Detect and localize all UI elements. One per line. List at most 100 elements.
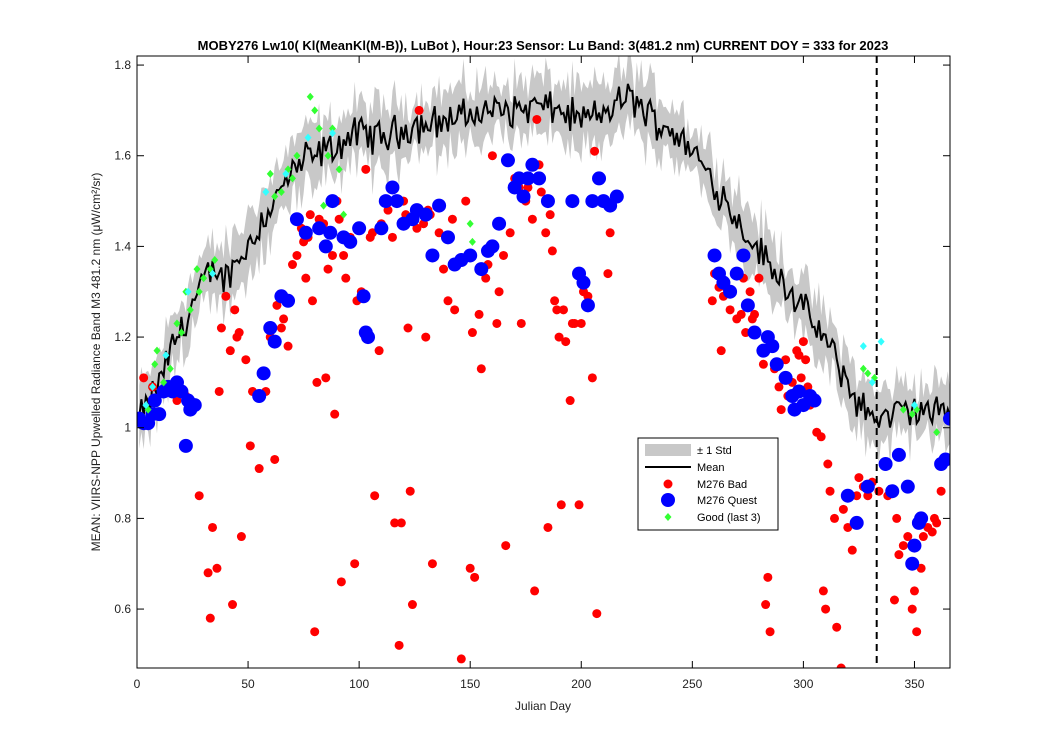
quest-point (609, 189, 624, 204)
bad-point (414, 105, 424, 115)
bad-point (716, 346, 726, 356)
bad-point (476, 364, 486, 374)
bad-point (254, 464, 264, 474)
bad-point (863, 491, 873, 501)
bad-point (590, 146, 600, 156)
bad-point (821, 604, 831, 614)
bad-point (852, 491, 862, 501)
quest-point (707, 248, 722, 263)
quest-point (425, 248, 440, 263)
good-point (877, 337, 885, 346)
bad-point (465, 563, 475, 573)
bad-point (587, 373, 597, 383)
bad-point (456, 654, 466, 664)
quest-point (885, 484, 900, 499)
legend-mean-label: Mean (697, 462, 725, 474)
quest-point (325, 194, 340, 209)
quest-point (252, 389, 267, 403)
legend-quest-swatch (661, 493, 675, 507)
good-point (324, 151, 332, 160)
quest-point (532, 171, 547, 186)
quest-point (374, 221, 389, 236)
bad-point (439, 264, 449, 274)
quest-point (565, 194, 580, 209)
bad-point (394, 640, 404, 650)
quest-point (474, 262, 489, 277)
good-point (288, 174, 296, 183)
bad-point (838, 504, 848, 514)
bad-point (592, 609, 602, 619)
bad-point (565, 396, 575, 406)
quest-point (492, 216, 507, 231)
bad-point (396, 518, 406, 528)
legend-bad-swatch (663, 479, 673, 489)
bad-point (725, 305, 735, 315)
bad-point (499, 250, 509, 260)
quest-point (318, 239, 333, 254)
bad-point (203, 568, 213, 578)
y-tick-label: 1.4 (114, 239, 131, 253)
bad-point (583, 291, 593, 301)
quest-point (778, 370, 793, 385)
bad-point (221, 291, 231, 301)
bad-point (736, 309, 746, 319)
quest-point (312, 221, 327, 236)
y-tick-label: 1.6 (114, 149, 131, 163)
bad-point (832, 622, 842, 632)
quest-point (540, 194, 555, 209)
quest-point (418, 207, 433, 222)
good-point (177, 328, 185, 337)
quest-point (938, 452, 950, 467)
good-point (262, 188, 270, 196)
quest-point (343, 234, 358, 249)
bad-point (527, 214, 537, 224)
quest-point (263, 321, 278, 335)
quest-point (907, 538, 922, 553)
bad-point (745, 287, 755, 297)
bad-point (212, 563, 222, 573)
good-point (271, 192, 279, 201)
bad-point (241, 355, 251, 365)
bad-point (336, 577, 346, 587)
quest-point (500, 153, 515, 168)
quest-point (747, 325, 762, 340)
bad-point (818, 586, 828, 596)
bad-point (330, 409, 340, 419)
quest-point (463, 248, 478, 263)
bad-point (754, 273, 764, 283)
quest-point (905, 556, 920, 571)
data-layer (137, 56, 950, 668)
bad-point (912, 627, 922, 637)
good-points-group (142, 92, 941, 437)
bad-point (270, 454, 280, 464)
quest-point (352, 221, 367, 236)
good-point (335, 165, 343, 174)
bad-point (230, 305, 240, 315)
bad-point (801, 355, 811, 365)
quest-point (152, 407, 167, 422)
good-point (315, 124, 323, 133)
plot-frame (136, 55, 951, 669)
y-tick-label: 1.8 (114, 58, 131, 72)
quest-point (769, 357, 784, 372)
bad-point (310, 627, 320, 637)
good-point (266, 169, 274, 178)
bad-point (474, 309, 484, 319)
quest-point (791, 384, 806, 399)
bad-point (214, 386, 224, 396)
y-tick-label: 0.8 (114, 511, 131, 525)
x-tick-label: 350 (904, 677, 924, 691)
good-point (908, 410, 916, 419)
bad-point (603, 269, 613, 279)
quest-point (298, 225, 313, 240)
quest-point (323, 225, 338, 240)
bad-point (894, 550, 904, 560)
bad-point (405, 486, 415, 496)
bad-point (816, 432, 826, 442)
good-point (142, 401, 150, 410)
good-point (195, 287, 203, 296)
good-point (282, 169, 290, 178)
good-point (160, 378, 168, 387)
good-point (328, 129, 336, 138)
bad-point (228, 600, 238, 610)
